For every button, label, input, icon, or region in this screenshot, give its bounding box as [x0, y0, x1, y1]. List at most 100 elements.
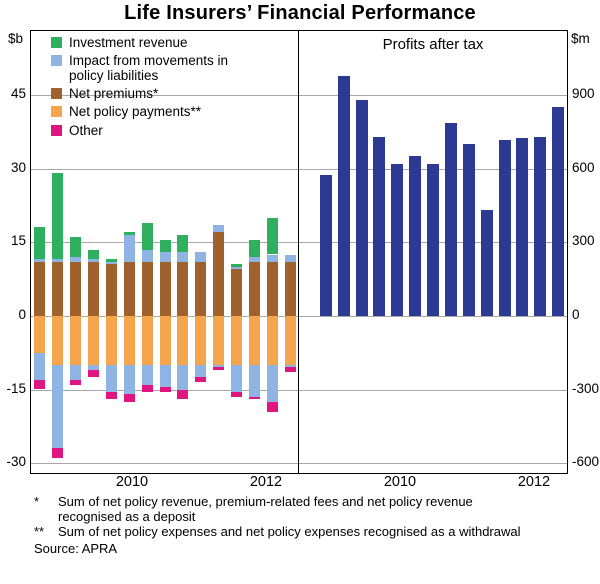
bar-segment-other [266, 401, 278, 412]
bar-segment-premiums [34, 261, 46, 316]
bar-segment-other [52, 448, 64, 459]
bar-segment-liabilities [159, 252, 171, 262]
bar-segment-liabilities [284, 254, 296, 262]
bar-segment-liabilities [88, 365, 99, 370]
profit-bars-layer [299, 31, 567, 473]
gridline [31, 168, 298, 170]
bar-segment-payments [195, 315, 207, 365]
left-axis-tick: 45 [10, 85, 26, 101]
bar-segment-premiums [88, 261, 99, 316]
bar-segment-liabilities [123, 365, 135, 395]
bar-segment-liabilities [248, 365, 260, 397]
bar-segment-liabilities [34, 352, 46, 380]
legend: Investment revenue Impact from movements… [51, 35, 247, 141]
net-policy-payments-swatch-icon [51, 106, 62, 118]
legend-item-other: Other [51, 123, 247, 138]
bar-segment-premiums [177, 261, 189, 316]
bar-segment-liabilities [105, 261, 117, 265]
profit-bar [391, 163, 404, 316]
profit-bar [498, 140, 511, 316]
profit-bar [373, 136, 386, 316]
left-axis-tick-labels: 45 30 15 0 -15 -30 [0, 0, 26, 584]
bar-segment-other [141, 384, 153, 392]
bar-segment-investment [177, 234, 189, 252]
bar-segment-investment [248, 239, 260, 257]
left-axis-tick: 0 [18, 306, 26, 322]
legend-label: Net premiums* [69, 86, 159, 102]
profit-bar [427, 163, 439, 316]
policy-liabilities-swatch-icon [51, 55, 62, 67]
bar-segment-investment [266, 217, 278, 255]
net-premiums-swatch-icon [51, 88, 62, 100]
bar-segment-investment [52, 173, 64, 260]
footnote-text: Sum of net policy revenue, premium-relat… [58, 494, 473, 524]
right-axis-tick: 900 [572, 85, 595, 101]
right-axis-tick: 0 [572, 306, 580, 322]
plot-area: Investment revenue Impact from movements… [30, 30, 568, 474]
bar-segment-payments [159, 315, 171, 365]
bar-segment-premiums [195, 261, 207, 316]
bar-segment-payments [231, 315, 242, 365]
bar-segment-other [88, 369, 99, 378]
legend-item-policy-liabilities: Impact from movements in policy liabilit… [51, 53, 247, 83]
bar-segment-liabilities [105, 365, 117, 392]
left-axis-tick: -30 [6, 454, 26, 470]
profit-bar [337, 76, 350, 316]
bar-segment-liabilities [123, 234, 135, 262]
profit-bar [444, 123, 457, 316]
bar-segment-investment [34, 227, 46, 260]
footnote-marker: * [34, 494, 40, 509]
bar-segment-investment [141, 222, 153, 250]
bar-segment-other [34, 379, 46, 390]
bar-segment-payments [141, 315, 153, 365]
bar-segment-liabilities [266, 365, 278, 402]
footnote-text: Sum of net policy expenses and net polic… [58, 524, 521, 539]
gridline [31, 463, 298, 465]
footnote-deposit: * Sum of net policy revenue, premium-rel… [34, 494, 592, 524]
bar-segment-payments [70, 315, 82, 365]
profit-bar [319, 174, 332, 316]
bar-segment-investment [70, 237, 82, 257]
bar-segment-investment [159, 239, 171, 252]
bar-segment-liabilities [213, 225, 225, 233]
bar-segment-premiums [266, 261, 278, 316]
gridline [299, 389, 567, 391]
left-axis-tick: -15 [6, 380, 26, 396]
bar-segment-other [213, 367, 225, 370]
gridline [299, 315, 567, 317]
bar-segment-other [195, 377, 207, 383]
panel-profits-after-tax: Profits after tax [299, 31, 567, 473]
gridline [299, 94, 567, 96]
bar-segment-premiums [105, 264, 117, 316]
bar-segment-payments [284, 315, 296, 365]
bar-segment-liabilities [34, 259, 46, 262]
bar-segment-liabilities [141, 249, 153, 262]
bar-segment-premiums [141, 261, 153, 316]
bar-segment-investment [123, 232, 135, 235]
bar-segment-payments [34, 315, 46, 353]
bar-segment-payments [52, 315, 64, 365]
bar-segment-other [177, 389, 189, 400]
bar-segment-liabilities [195, 365, 207, 378]
bar-segment-liabilities [52, 365, 64, 449]
bar-segment-investment [105, 259, 117, 262]
bar-segment-investment [88, 249, 99, 260]
profit-bar [409, 156, 422, 316]
legend-label: Investment revenue [69, 35, 188, 50]
other-swatch-icon [51, 124, 62, 136]
bar-segment-liabilities [266, 254, 278, 262]
x-axis-label-2010-left: 2010 [115, 474, 149, 490]
bar-segment-liabilities [52, 259, 64, 262]
bar-segment-premiums [284, 261, 296, 316]
right-axis-tick: 600 [572, 159, 595, 175]
bar-segment-premiums [231, 269, 242, 316]
profit-bar [462, 144, 475, 316]
bar-segment-payments [123, 315, 135, 365]
legend-item-net-premiums: Net premiums* [51, 86, 247, 101]
bar-segment-payments [177, 315, 189, 365]
footnote-marker: ** [34, 524, 45, 539]
bar-segment-liabilities [248, 256, 260, 262]
legend-label: Impact from movements in policy liabilit… [69, 53, 229, 84]
left-axis-tick: 30 [10, 159, 26, 175]
